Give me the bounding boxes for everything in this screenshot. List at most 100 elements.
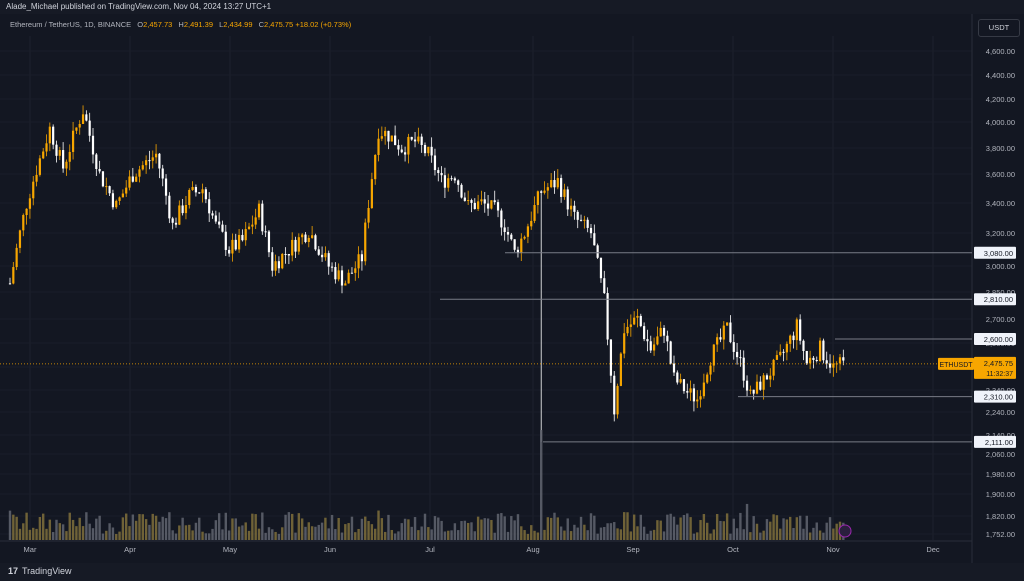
candle-body xyxy=(669,341,672,364)
price-tick-label: 2,850.00 xyxy=(986,288,1015,297)
volume-bar xyxy=(679,517,682,540)
volume-bar xyxy=(75,526,78,540)
candle-body xyxy=(164,178,168,196)
volume-bar xyxy=(271,529,274,540)
candle-body xyxy=(347,272,350,284)
volume-bar xyxy=(128,526,131,540)
candle-body xyxy=(573,205,576,212)
volume-bar xyxy=(463,520,467,540)
candle-body xyxy=(397,145,400,150)
currency-button[interactable]: USDT xyxy=(978,19,1020,37)
candle-body xyxy=(716,337,719,345)
candle-body xyxy=(277,261,281,269)
volume-bar xyxy=(244,522,247,540)
candle-body xyxy=(722,325,725,340)
volume-bar xyxy=(417,530,420,540)
volume-bar xyxy=(55,519,58,540)
volume-bar xyxy=(725,513,729,540)
volume-bar xyxy=(15,516,18,540)
candle-body xyxy=(719,337,722,340)
candle-body xyxy=(782,351,785,353)
volume-bar xyxy=(540,430,543,540)
tradingview-logo[interactable]: 17 TradingView xyxy=(8,566,72,576)
volume-bar xyxy=(277,533,281,540)
volume-bar xyxy=(154,515,158,540)
candle-body xyxy=(241,234,244,241)
symbol-label[interactable]: Ethereum / TetherUS, 1D, BINANCE xyxy=(10,20,132,29)
volume-bar xyxy=(646,533,649,540)
candle-body xyxy=(58,150,61,156)
volume-bar xyxy=(294,532,297,540)
candle-body xyxy=(394,135,397,146)
candle-body xyxy=(453,178,456,181)
time-tick-label: Aug xyxy=(526,545,539,554)
volume-bar xyxy=(364,516,367,540)
volume-bar xyxy=(599,527,603,540)
volume-bar xyxy=(526,533,530,540)
candle-body xyxy=(447,178,450,188)
chart-area[interactable] xyxy=(0,14,1024,567)
volume-bar xyxy=(623,512,626,540)
volume-bar xyxy=(344,524,347,540)
candle-body xyxy=(633,317,636,325)
volume-bar xyxy=(546,517,550,540)
volume-bar xyxy=(493,532,496,540)
candle-body xyxy=(679,379,682,383)
candle-body xyxy=(148,160,151,162)
volume-bar xyxy=(789,516,792,540)
volume-bar xyxy=(483,518,486,540)
volume-bar xyxy=(423,513,427,540)
volume-bar xyxy=(802,528,805,540)
volume-bar xyxy=(334,529,337,540)
volume-bar xyxy=(231,518,234,540)
candle-body xyxy=(257,203,261,218)
candle-body xyxy=(171,218,174,223)
candle-body xyxy=(174,222,178,225)
volume-bar xyxy=(164,518,168,540)
price-tick-label: 3,600.00 xyxy=(986,170,1015,179)
candle-body xyxy=(732,342,735,352)
candle-body xyxy=(367,208,370,223)
candle-body xyxy=(145,160,148,166)
volume-bar xyxy=(669,513,672,540)
volume-bar xyxy=(61,524,65,540)
volume-bar xyxy=(383,531,387,540)
volume-bar xyxy=(98,515,101,540)
candle-body xyxy=(403,152,407,155)
volume-bar xyxy=(466,522,470,540)
candle-body xyxy=(812,357,815,361)
candle-body xyxy=(244,229,247,241)
volume-bar xyxy=(141,514,144,540)
volume-bar xyxy=(78,517,81,540)
candle-body xyxy=(769,375,772,380)
level-price-label: 3,080.00 xyxy=(984,249,1013,258)
close-value: 2,475.75 xyxy=(264,20,294,29)
level-price-label: 2,810.00 xyxy=(984,295,1013,304)
candle-body xyxy=(593,233,596,246)
candle-body xyxy=(616,385,619,415)
candle-body xyxy=(387,130,390,142)
volume-bar xyxy=(184,525,188,540)
volume-bar xyxy=(473,531,476,540)
candle-body xyxy=(320,254,324,258)
volume-bar xyxy=(430,529,433,540)
candle-body xyxy=(294,239,297,252)
volume-bar xyxy=(732,518,735,540)
volume-bar xyxy=(808,532,812,540)
candle-body xyxy=(370,179,373,209)
volume-bar xyxy=(543,529,546,540)
volume-bar xyxy=(586,530,589,540)
candle-body xyxy=(450,178,453,180)
candle-body xyxy=(513,239,516,250)
volume-bar xyxy=(158,521,161,540)
candle-body xyxy=(712,344,715,366)
alert-icon[interactable] xyxy=(838,524,852,538)
volume-bar xyxy=(593,515,596,540)
volume-bar xyxy=(616,528,619,540)
volume-bar xyxy=(337,517,340,540)
volume-bar xyxy=(393,533,397,540)
volume-bar xyxy=(221,529,224,540)
candle-body xyxy=(184,204,188,214)
candle-body xyxy=(726,322,729,326)
